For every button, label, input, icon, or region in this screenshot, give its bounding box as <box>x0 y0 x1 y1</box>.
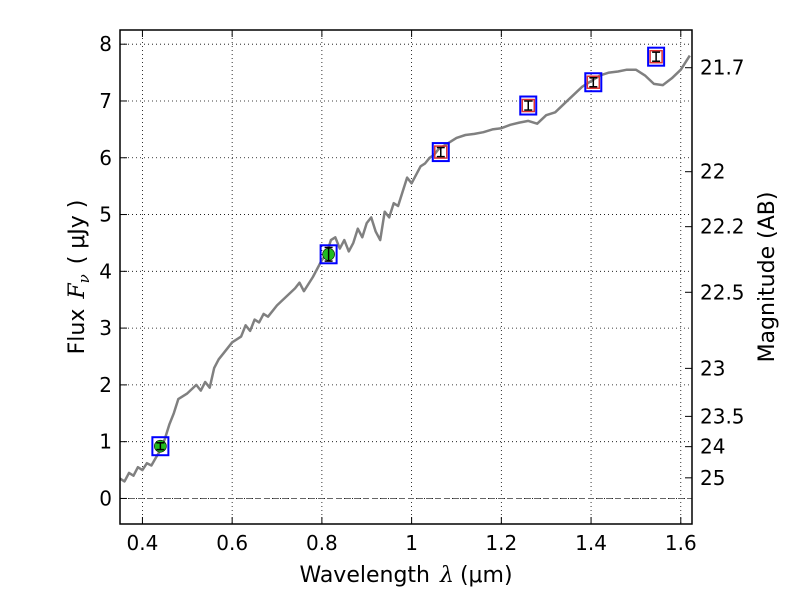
y-tick-label: 2 <box>99 373 112 397</box>
y-tick-label: 1 <box>99 430 112 454</box>
photometry-markers <box>151 46 666 457</box>
grid <box>120 30 692 524</box>
x-tick-label: 1.2 <box>485 531 517 555</box>
observed-flux-marker <box>521 98 536 113</box>
observed-flux-marker <box>434 145 448 159</box>
photometry-point <box>647 46 666 67</box>
y-axis-symbol: F <box>65 283 90 300</box>
y2-tick-label: 25 <box>700 466 725 490</box>
photometry-point <box>519 95 538 116</box>
y2-tick-label: 22.5 <box>700 280 745 304</box>
x-tick-labels: 0.4 0.6 0.8 1 1.2 1.4 1.6 <box>127 531 697 555</box>
y2-tick-label: 24 <box>700 435 725 459</box>
photometry-point <box>151 436 170 457</box>
observed-flux-marker <box>586 75 601 89</box>
model-flux-square <box>519 95 538 116</box>
y-axis-unit: ( μJy ) <box>65 200 90 265</box>
y2-tick-label: 21.7 <box>700 56 745 80</box>
spectrum-line <box>119 54 691 483</box>
model-flux-square <box>151 436 170 457</box>
y-tick-label: 6 <box>99 146 112 170</box>
x-axis-unit: (μm) <box>460 563 513 588</box>
x-tick-label: 0.8 <box>306 531 338 555</box>
observed-flux-marker <box>649 49 663 64</box>
y-tick-label: 8 <box>99 32 112 56</box>
y2-tick-label: 23.5 <box>700 404 745 428</box>
y2-tick-label: 23 <box>700 356 725 380</box>
photometry-point <box>584 72 603 93</box>
y2-tick-label: 22.2 <box>700 215 745 239</box>
series-layer <box>119 54 691 483</box>
y-axis-subscript: ν <box>75 274 93 283</box>
y-axis-title-text: Flux <box>65 309 90 355</box>
x-axis-title-text: Wavelength <box>299 563 430 588</box>
y-tick-label: 7 <box>99 89 112 113</box>
x-tick-label: 1.6 <box>665 531 697 555</box>
x-tick-label: 1 <box>405 531 418 555</box>
y-tick-labels: 0 1 2 3 4 5 6 7 8 <box>99 32 112 510</box>
model-flux-square <box>584 72 603 93</box>
x-axis-title: Wavelength λ (μm) <box>299 563 512 588</box>
model-flux-square <box>319 244 338 265</box>
y2-tick-label: 22 <box>700 160 725 184</box>
y-tick-label: 5 <box>99 203 112 227</box>
y-axis-title: Flux Fν ( μJy ) <box>65 200 93 355</box>
photometry-point <box>319 244 338 265</box>
y-tick-label: 3 <box>99 316 112 340</box>
y2-axis-title: Magnitude (AB) <box>755 192 780 363</box>
model-flux-square <box>431 142 450 163</box>
plot-frame <box>119 29 693 525</box>
tick-marks <box>120 30 692 524</box>
photometry-point <box>431 142 450 163</box>
x-tick-label: 0.4 <box>127 531 159 555</box>
model-flux-square <box>647 46 666 67</box>
y-tick-label: 0 <box>99 486 112 510</box>
x-axis-symbol: λ <box>439 563 454 588</box>
x-tick-label: 0.6 <box>216 531 248 555</box>
x-tick-label: 1.4 <box>575 531 607 555</box>
y-tick-label: 4 <box>99 259 112 283</box>
y2-tick-labels: 21.7 22 22.2 22.5 23 23.5 24 25 <box>700 56 745 490</box>
